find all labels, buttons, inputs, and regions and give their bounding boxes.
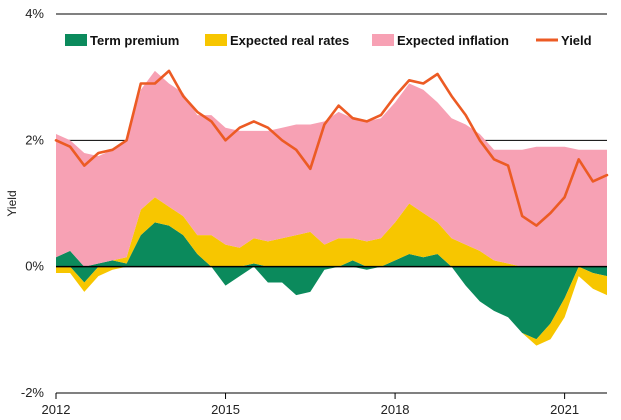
y-axis-tick-labels: -2% 0% 2% 4%: [21, 6, 45, 400]
legend: Term premium Expected real rates Expected …: [65, 33, 592, 48]
x-tick-label: 2021: [550, 402, 579, 417]
x-axis: 2012 2015 2018 2021: [42, 392, 607, 417]
y-tick-label: -2%: [21, 385, 45, 400]
legend-swatch-expected-inflation: [372, 34, 394, 46]
legend-swatch-expected-real-rates: [205, 34, 227, 46]
legend-label-expected-inflation: Expected inflation: [397, 33, 509, 48]
area-term-premium-negative: [56, 266, 607, 340]
y-tick-label: 2%: [25, 132, 44, 147]
series-lines: [54, 69, 609, 227]
x-tick-label: 2012: [42, 402, 71, 417]
line-yield: [54, 69, 609, 227]
legend-label-expected-real-rates: Expected real rates: [230, 33, 349, 48]
stacked-areas: [56, 70, 607, 346]
legend-label-yield: Yield: [561, 33, 592, 48]
legend-swatch-term-premium: [65, 34, 87, 46]
y-tick-label: 0%: [25, 259, 44, 274]
x-tick-label: 2018: [381, 402, 410, 417]
area-expected-real-rates-positive: [56, 197, 607, 267]
area-term-premium-positive: [56, 222, 607, 267]
x-tick-label: 2015: [211, 402, 240, 417]
y-axis-title: Yield: [5, 190, 19, 216]
legend-label-term-premium: Term premium: [90, 33, 179, 48]
y-tick-label: 4%: [25, 6, 44, 21]
area-expected-inflation-positive: [56, 70, 607, 267]
